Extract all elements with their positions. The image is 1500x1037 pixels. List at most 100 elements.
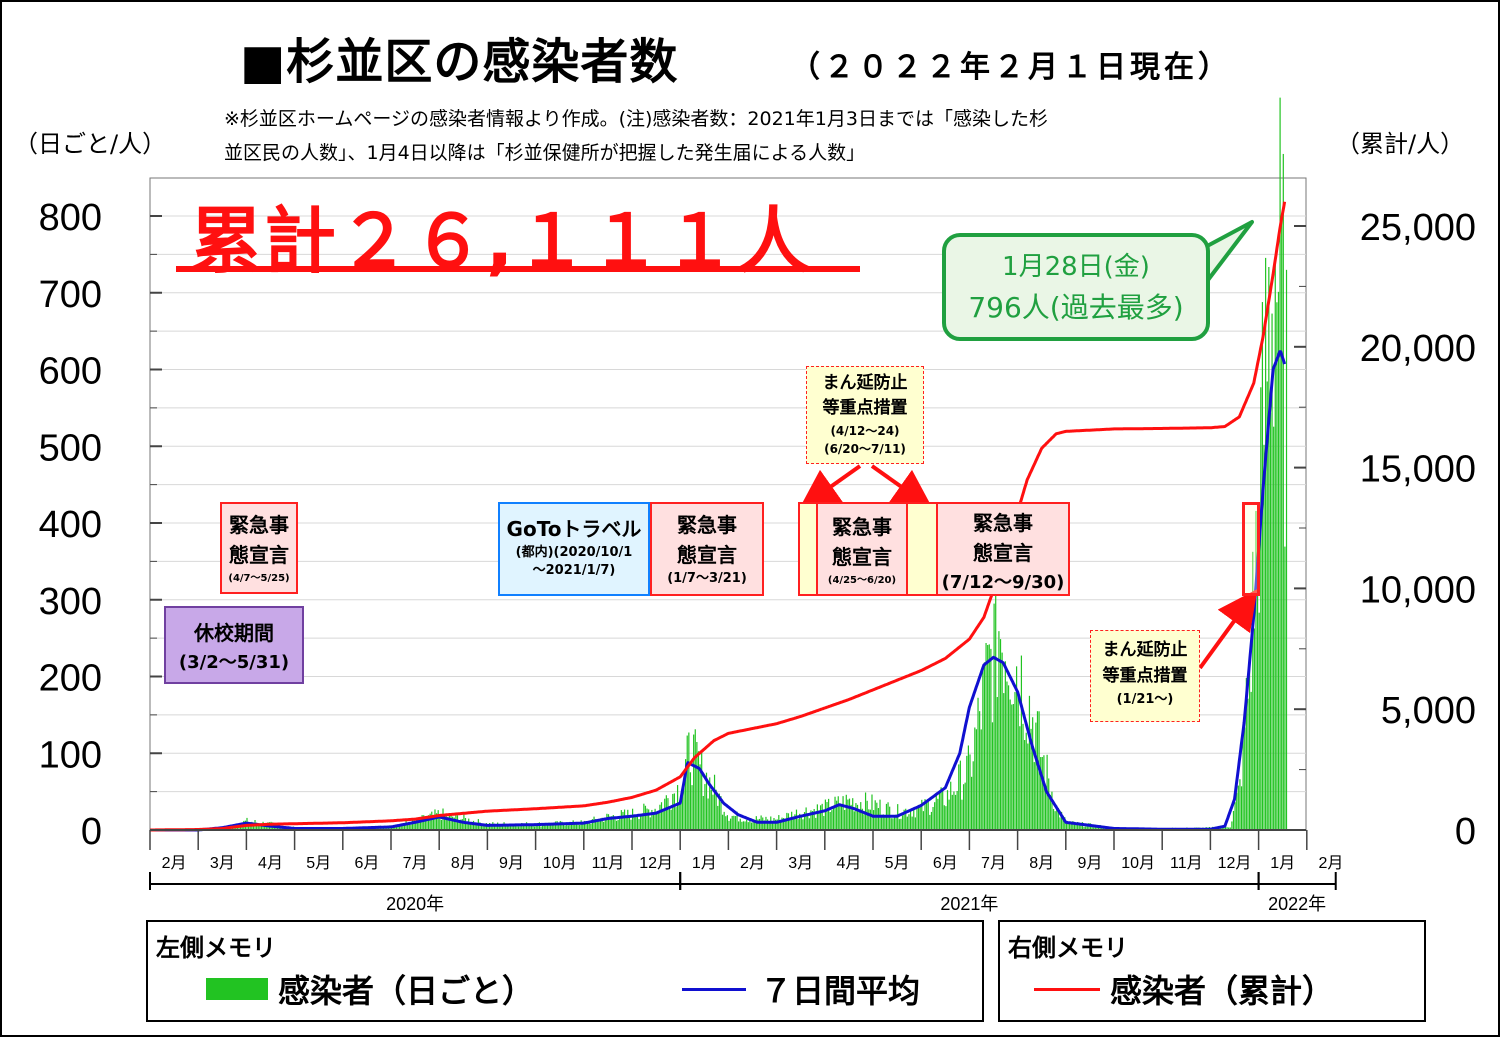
daily-bar <box>999 639 1002 830</box>
daily-bar <box>826 802 828 830</box>
daily-bar <box>1253 628 1255 830</box>
daily-bar <box>1030 728 1032 830</box>
x-tick-label: 9月 <box>1077 855 1102 872</box>
daily-bar <box>408 823 410 830</box>
daily-bar <box>819 805 822 830</box>
priority1-strip-left <box>798 502 818 596</box>
daily-bar <box>932 806 934 830</box>
x-tick-label: 2月 <box>1318 855 1343 872</box>
daily-bar <box>1025 732 1027 830</box>
priority2-title2: 等重点措置 <box>1102 666 1188 686</box>
left-tick-label: 300 <box>39 581 102 623</box>
daily-bar <box>550 823 552 830</box>
daily-bar <box>1247 698 1249 830</box>
daily-bar <box>847 799 849 830</box>
daily-bar <box>966 755 968 830</box>
left-tick-label: 700 <box>39 274 102 316</box>
daily-bar <box>855 803 857 830</box>
daily-bar <box>712 794 714 830</box>
page-title: ■杉並区の感染者数 <box>240 34 679 90</box>
daily-bar <box>953 791 955 830</box>
daily-bar <box>397 826 399 830</box>
daily-bar <box>399 824 401 830</box>
daily-bar <box>456 815 459 830</box>
daily-bar <box>458 822 460 830</box>
daily-bar <box>1062 815 1064 830</box>
daily-bar <box>750 822 753 830</box>
emergency3-title1: 緊急事 <box>832 515 892 539</box>
daily-bar <box>391 827 393 830</box>
daily-bar <box>850 804 852 830</box>
daily-bar <box>916 807 918 830</box>
daily-bar <box>1081 822 1084 830</box>
daily-bar <box>840 805 843 830</box>
daily-bar <box>909 810 912 830</box>
daily-bars <box>203 97 1288 831</box>
daily-bar <box>919 804 921 830</box>
priority2-title1: まん延防止 <box>1102 640 1188 660</box>
daily-bar <box>506 826 508 830</box>
daily-bar <box>1059 817 1061 830</box>
legend-avg-label: ７日間平均 <box>760 972 921 1010</box>
priority1-title2: 等重点措置 <box>822 398 908 418</box>
avg-line <box>149 350 1287 832</box>
daily-bar <box>858 811 860 830</box>
daily-bar <box>644 805 647 830</box>
daily-bar <box>781 817 783 830</box>
daily-bar <box>1011 704 1013 830</box>
daily-bar <box>400 824 402 830</box>
left-tick-label: 200 <box>39 658 102 700</box>
daily-bar <box>726 815 728 830</box>
daily-bar <box>546 825 549 830</box>
daily-bar <box>598 820 600 830</box>
daily-bar <box>501 824 504 830</box>
daily-bar <box>591 819 594 830</box>
daily-bar <box>1250 691 1252 830</box>
daily-bar <box>448 813 451 830</box>
daily-bar <box>260 824 263 830</box>
daily-bar <box>423 815 425 830</box>
daily-bar <box>811 811 814 830</box>
x-tick-label: 8月 <box>1029 855 1054 872</box>
daily-bar <box>983 662 986 830</box>
goto-title: GoToトラベル <box>506 517 642 541</box>
daily-bar <box>537 822 539 830</box>
priority2-box: まん延防止 等重点措置 (1/21〜) <box>1090 630 1200 722</box>
daily-bar <box>834 796 836 830</box>
daily-bar <box>635 816 637 830</box>
daily-bar <box>961 799 963 830</box>
daily-bar <box>1274 262 1276 830</box>
daily-bar <box>974 727 976 830</box>
daily-bar <box>562 823 565 830</box>
daily-bar <box>1256 520 1259 830</box>
daily-bar <box>625 815 627 830</box>
daily-bar <box>1054 811 1056 830</box>
axes: 0 100 200 300 400 500 600 700 800 0 5,000 10,000 15,… <box>39 197 1476 914</box>
x-tick-label: 10月 <box>1121 855 1155 872</box>
daily-bar <box>685 759 687 830</box>
daily-bar <box>1282 153 1284 830</box>
daily-bar <box>532 824 534 830</box>
daily-bar <box>871 794 873 830</box>
daily-bar <box>898 819 900 830</box>
legend-cumulative-swatch <box>1034 988 1100 991</box>
x-tick-label: 12月 <box>639 855 673 872</box>
daily-bar <box>1033 762 1035 830</box>
daily-bar <box>1006 681 1008 830</box>
daily-bar <box>482 823 484 830</box>
daily-bar <box>630 819 632 830</box>
daily-bar <box>901 815 904 830</box>
daily-bar <box>864 792 867 830</box>
priority1-period2: (6/20〜7/11) <box>824 442 906 456</box>
daily-bar <box>264 825 266 830</box>
daily-bar <box>842 796 844 830</box>
daily-bar <box>739 818 741 830</box>
daily-bar <box>432 815 434 830</box>
x-tick-label: 5月 <box>306 855 331 872</box>
daily-bar <box>882 814 884 830</box>
daily-bar <box>583 820 585 830</box>
daily-bar <box>559 820 561 830</box>
daily-bar <box>691 785 693 830</box>
source-note-line2: 並区民の人数」、1月4日以降は「杉並保健所が把握した発生届による人数」 <box>224 142 866 164</box>
